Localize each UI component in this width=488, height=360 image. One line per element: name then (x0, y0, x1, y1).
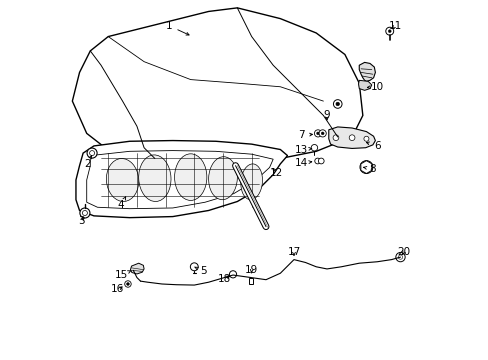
Circle shape (126, 283, 129, 285)
Text: 4: 4 (117, 197, 125, 210)
Text: 14: 14 (295, 158, 311, 168)
Text: 5: 5 (194, 266, 206, 276)
Circle shape (335, 102, 339, 106)
Circle shape (363, 136, 368, 141)
Text: 15: 15 (115, 270, 131, 280)
Circle shape (362, 163, 369, 171)
Circle shape (87, 148, 97, 158)
Circle shape (80, 208, 90, 218)
Circle shape (190, 263, 198, 271)
Text: 12: 12 (269, 168, 283, 178)
Text: 11: 11 (387, 21, 401, 31)
Text: 9: 9 (323, 111, 329, 121)
Polygon shape (76, 140, 287, 218)
Circle shape (395, 252, 405, 262)
Text: 13: 13 (295, 144, 311, 154)
Circle shape (310, 144, 317, 151)
Circle shape (387, 30, 390, 33)
Circle shape (124, 281, 131, 287)
Text: 18: 18 (218, 274, 231, 284)
Circle shape (319, 130, 325, 137)
Text: 8: 8 (363, 164, 375, 174)
Circle shape (89, 150, 94, 156)
Ellipse shape (241, 164, 262, 200)
Circle shape (314, 130, 321, 137)
Text: 19: 19 (244, 265, 258, 275)
Circle shape (229, 271, 236, 278)
Circle shape (321, 132, 324, 135)
Text: 16: 16 (111, 284, 124, 294)
Text: 10: 10 (366, 82, 383, 92)
Polygon shape (72, 8, 362, 166)
Ellipse shape (174, 154, 206, 201)
Ellipse shape (106, 158, 139, 202)
Ellipse shape (208, 157, 237, 200)
Text: 7: 7 (298, 130, 312, 140)
Polygon shape (130, 263, 144, 274)
Ellipse shape (139, 155, 171, 202)
Circle shape (385, 27, 393, 35)
Text: 6: 6 (366, 141, 380, 151)
Circle shape (314, 158, 320, 164)
Text: 20: 20 (397, 247, 410, 257)
Text: 1: 1 (165, 21, 189, 35)
Circle shape (316, 132, 319, 135)
Polygon shape (86, 150, 273, 209)
Circle shape (82, 211, 87, 216)
Circle shape (333, 100, 341, 108)
Circle shape (348, 135, 354, 140)
Text: 3: 3 (78, 216, 84, 226)
Text: 2: 2 (84, 156, 91, 169)
Circle shape (318, 158, 324, 164)
Circle shape (332, 135, 338, 140)
Circle shape (359, 161, 372, 174)
Circle shape (398, 255, 402, 259)
FancyBboxPatch shape (248, 278, 253, 284)
Polygon shape (328, 127, 375, 148)
Polygon shape (358, 80, 371, 90)
Text: 17: 17 (287, 247, 300, 257)
Polygon shape (359, 62, 375, 81)
